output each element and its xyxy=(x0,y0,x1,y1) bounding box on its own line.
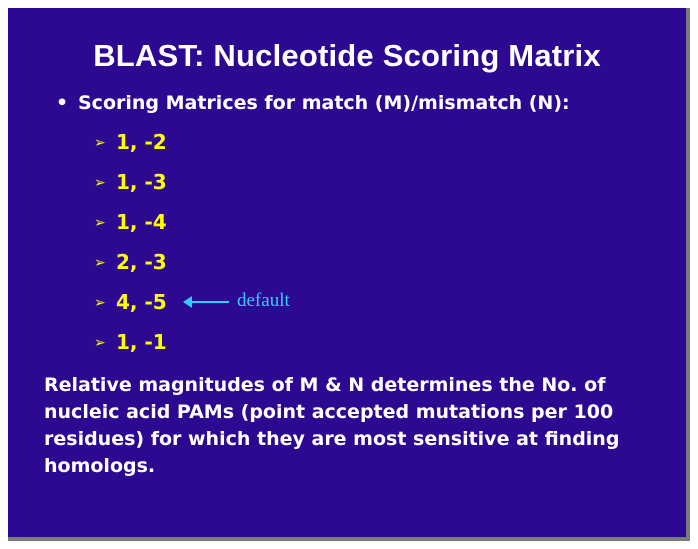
list-item: ➢ 1, -1 xyxy=(94,330,167,360)
list-item: ➢ 1, -3 xyxy=(94,170,167,200)
arrow-bullet-icon: ➢ xyxy=(94,335,106,351)
list-item-label: 1, -1 xyxy=(116,330,167,354)
arrow-bullet-icon: ➢ xyxy=(94,175,106,191)
explanation-paragraph: Relative magnitudes of M & N determines … xyxy=(44,372,684,480)
list-item-label: 1, -3 xyxy=(116,170,167,194)
list-item-label: 1, -2 xyxy=(116,130,167,154)
list-item: ➢ 1, -4 xyxy=(94,210,167,240)
paragraph-line: nucleic acid PAMs (point accepted mutati… xyxy=(44,401,614,423)
arrow-bullet-icon: ➢ xyxy=(94,135,106,151)
paragraph-line: homologs. xyxy=(44,455,156,477)
slide: BLAST: Nucleotide Scoring Matrix • Scorin… xyxy=(8,8,690,541)
list-item-label: 4, -5 xyxy=(116,290,167,314)
arrow-bullet-icon: ➢ xyxy=(94,295,106,311)
paragraph-line: residues) for which they are most sensit… xyxy=(44,428,620,450)
list-item: ➢ 2, -3 xyxy=(94,250,167,280)
slide-title: BLAST: Nucleotide Scoring Matrix xyxy=(93,38,601,73)
paragraph-line: Relative magnitudes of M & N determines … xyxy=(44,374,606,396)
main-bullet: • Scoring Matrices for match (M)/mismatch… xyxy=(56,92,570,114)
main-bullet-text: Scoring Matrices for match (M)/mismatch … xyxy=(78,92,570,114)
default-annotation-text: default xyxy=(237,290,290,311)
arrow-bullet-icon: ➢ xyxy=(94,215,106,231)
arrow-bullet-icon: ➢ xyxy=(94,255,106,271)
list-item: ➢ 4, -5 xyxy=(94,290,167,320)
list-item: ➢ 1, -2 xyxy=(94,130,167,160)
bullet-dot-icon: • xyxy=(56,92,69,114)
list-item-label: 1, -4 xyxy=(116,210,167,234)
left-arrow-icon xyxy=(183,296,229,308)
list-item-label: 2, -3 xyxy=(116,250,167,274)
